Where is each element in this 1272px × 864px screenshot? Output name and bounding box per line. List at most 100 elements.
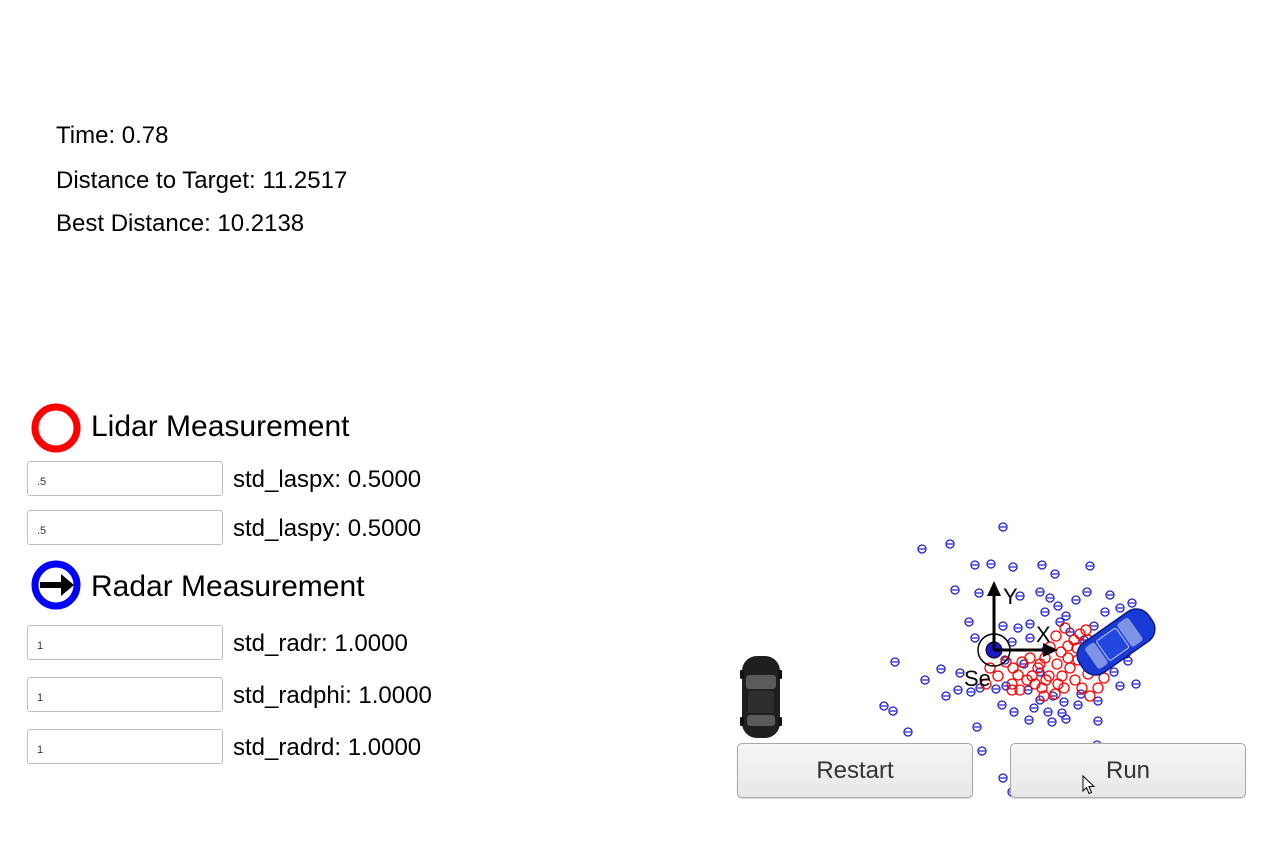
blue-ring-arrow-icon xyxy=(31,560,81,610)
lidar-marker xyxy=(1016,656,1028,668)
lidar-marker xyxy=(1051,658,1063,670)
radar-marker xyxy=(917,544,927,554)
radar-marker xyxy=(1059,697,1069,707)
run-button[interactable]: Run xyxy=(1010,743,1246,798)
lidar-marker xyxy=(1006,684,1018,696)
radar-marker xyxy=(1061,611,1071,621)
radar-marker xyxy=(1093,716,1103,726)
radar-marker xyxy=(1015,591,1025,601)
std-radr-label: std_radr: 1.0000 xyxy=(233,630,408,657)
lidar-marker xyxy=(1062,652,1074,664)
radar-marker xyxy=(1035,695,1045,705)
restart-button[interactable]: Restart xyxy=(737,743,973,798)
radar-marker xyxy=(998,621,1008,631)
lidar-marker xyxy=(1062,640,1074,652)
target-car xyxy=(1076,608,1156,676)
mouse-cursor-icon xyxy=(1082,775,1096,795)
radar-marker xyxy=(1109,667,1119,677)
radar-marker xyxy=(1029,703,1039,713)
radar-marker xyxy=(888,706,898,716)
radar-marker xyxy=(950,585,960,595)
radar-marker xyxy=(1040,607,1050,617)
std-radrd-label: std_radrd: 1.0000 xyxy=(233,734,422,761)
radar-marker xyxy=(991,684,1001,694)
radar-marker xyxy=(1025,633,1035,643)
radar-marker xyxy=(964,617,974,627)
lidar-marker xyxy=(1076,682,1088,694)
lidar-marker xyxy=(1059,622,1071,634)
lidar-marker xyxy=(1014,684,1026,696)
hunter-car xyxy=(740,656,782,738)
radar-marker xyxy=(1089,621,1099,631)
radar-marker xyxy=(1115,603,1125,613)
lidar-marker xyxy=(1058,682,1070,694)
std-laspx-input[interactable] xyxy=(27,461,223,496)
radar-marker xyxy=(1127,598,1137,608)
radar-marker xyxy=(1131,679,1141,689)
radar-marker xyxy=(941,691,951,701)
time-readout: Time: 0.78 xyxy=(56,122,169,149)
radar-marker xyxy=(997,700,1007,710)
distance-to-target-readout: Distance to Target: 11.2517 xyxy=(56,167,348,194)
lidar-marker xyxy=(1006,678,1018,690)
radar-marker xyxy=(1023,685,1033,695)
radar-marker xyxy=(1105,590,1115,600)
radar-marker xyxy=(970,633,980,643)
std-laspx-label: std_laspx: 0.5000 xyxy=(233,466,422,493)
radar-marker xyxy=(1025,619,1035,629)
radar-marker xyxy=(998,522,1008,532)
lidar-marker xyxy=(1064,662,1076,674)
red-ring-icon xyxy=(31,403,81,453)
radar-marker xyxy=(1009,707,1019,717)
lidar-marker xyxy=(1069,674,1081,686)
std-radr-input[interactable] xyxy=(27,625,223,660)
radar-marker xyxy=(1082,587,1092,597)
lidar-marker xyxy=(1084,690,1096,702)
radar-marker xyxy=(970,560,980,570)
lidar-marker xyxy=(1050,630,1062,642)
radar-marker xyxy=(998,773,1008,783)
radar-marker xyxy=(1053,601,1063,611)
radar-marker xyxy=(920,675,930,685)
radar-marker xyxy=(1123,656,1133,666)
lidar-marker xyxy=(1038,690,1050,702)
coordinate-axes xyxy=(977,581,1058,667)
lidar-marker xyxy=(1052,678,1064,690)
radar-marker xyxy=(1071,595,1081,605)
radar-marker xyxy=(1115,681,1125,691)
radar-marker xyxy=(1073,700,1083,710)
radar-marker xyxy=(945,539,955,549)
radar-marker xyxy=(955,668,965,678)
radar-marker xyxy=(1100,607,1110,617)
lidar-marker xyxy=(1026,670,1038,682)
best-distance-readout: Best Distance: 10.2138 xyxy=(56,210,305,237)
radar-marker xyxy=(1045,593,1055,603)
lidar-marker xyxy=(1074,628,1086,640)
lidar-marker xyxy=(1012,669,1024,681)
std-laspy-input[interactable] xyxy=(27,510,223,545)
lidar-marker xyxy=(1068,634,1080,646)
radar-marker xyxy=(1037,560,1047,570)
lidar-marker xyxy=(1000,656,1012,668)
radar-marker xyxy=(1050,569,1060,579)
lidar-marker xyxy=(1049,688,1061,700)
radar-marker xyxy=(936,664,946,674)
radar-marker xyxy=(1043,707,1053,717)
radar-measurement-title: Radar Measurement xyxy=(91,570,365,603)
lidar-marker xyxy=(1007,662,1019,674)
std-radphi-input[interactable] xyxy=(27,677,223,712)
radar-marker xyxy=(972,722,982,732)
y-axis-label: Y xyxy=(1003,584,1018,609)
origin-label: Se xyxy=(964,666,991,691)
std-radrd-input[interactable] xyxy=(27,729,223,764)
lidar-marker xyxy=(992,670,1004,682)
radar-marker xyxy=(986,559,996,569)
radar-marker xyxy=(1085,561,1095,571)
lidar-marker xyxy=(984,662,996,674)
lidar-marker xyxy=(1055,646,1067,658)
x-axis-label: X xyxy=(1036,622,1051,647)
radar-marker xyxy=(1047,717,1057,727)
lidar-measurement-title: Lidar Measurement xyxy=(91,410,350,443)
lidar-marker xyxy=(1040,674,1052,686)
